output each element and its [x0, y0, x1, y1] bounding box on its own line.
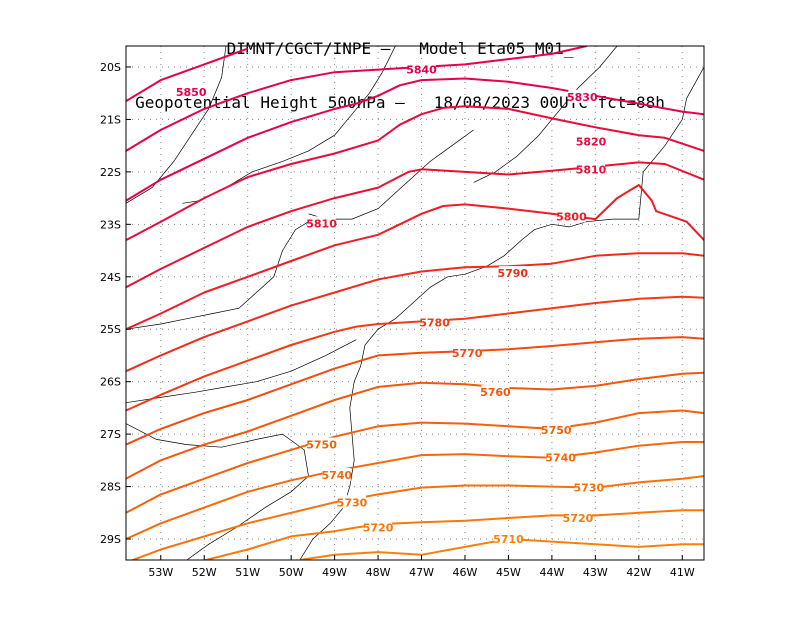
contour-label-5730: 5730 — [337, 496, 368, 509]
lat-tick-label: 22S — [100, 166, 121, 179]
contour-label-bg — [494, 532, 523, 546]
coastline — [473, 46, 618, 183]
contour-5840 — [126, 46, 587, 152]
lat-tick-label: 27S — [100, 428, 121, 441]
contour-label-5790: 5790 — [497, 267, 528, 280]
contour-5730 — [130, 475, 704, 560]
contour-label-bg — [542, 422, 571, 436]
lat-tick-label: 24S — [100, 271, 121, 284]
contour-label-bg — [498, 266, 527, 280]
contour-label-5750: 5750 — [306, 439, 337, 452]
contour-label-5750: 5750 — [541, 424, 572, 437]
lat-lon-grid — [126, 46, 704, 560]
contour-label-5770: 5770 — [452, 347, 483, 360]
contour-labels: 5850 5840 5830 5820 5810 5810 5800 5790 5780 5770… — [176, 62, 607, 546]
contour-5810 — [126, 161, 704, 289]
contour-label-5780: 5780 — [419, 316, 450, 329]
lat-tick-label: 23S — [100, 218, 121, 231]
longitude-axis: 53W 52W 51W 50W 49W 48W 47W 46W 45W 44W 43W 42W 41W — [148, 555, 695, 579]
contour-label-5820: 5820 — [576, 135, 607, 148]
coastline — [126, 423, 309, 560]
lat-tick-label: 20S — [100, 61, 121, 74]
latitude-axis: 20S 21S 22S 23S 24S 25S 26S 27S 28S 29S — [100, 61, 131, 546]
lon-tick-label: 47W — [409, 566, 434, 579]
contour-label-bg — [481, 385, 510, 399]
lat-tick-label: 29S — [100, 533, 121, 546]
lat-tick-label: 25S — [100, 323, 121, 336]
contour-label-5840: 5840 — [406, 64, 437, 77]
lon-tick-label: 53W — [148, 566, 173, 579]
lon-tick-label: 50W — [279, 566, 304, 579]
contour-label-5810: 5810 — [576, 163, 607, 176]
lon-tick-label: 43W — [583, 566, 608, 579]
contour-label-bg — [364, 520, 393, 534]
contour-5820 — [126, 105, 704, 241]
contour-lines — [126, 46, 704, 560]
lon-tick-label: 46W — [453, 566, 478, 579]
lon-tick-label: 49W — [322, 566, 347, 579]
contour-label-5730: 5730 — [574, 482, 605, 495]
coastline — [299, 66, 704, 560]
contour-label-bg — [307, 216, 336, 230]
contour-5720 — [201, 509, 704, 560]
contour-label-bg — [577, 134, 606, 148]
lon-tick-label: 48W — [366, 566, 391, 579]
contour-label-5830: 5830 — [567, 91, 598, 104]
contour-label-bg — [574, 480, 603, 494]
lon-tick-label: 44W — [539, 566, 564, 579]
lon-tick-label: 45W — [496, 566, 521, 579]
contour-label-bg — [177, 85, 206, 99]
contour-label-5850: 5850 — [176, 86, 207, 99]
contour-label-bg — [546, 450, 575, 464]
contour-label-5720: 5720 — [363, 521, 394, 534]
contour-label-bg — [577, 162, 606, 176]
contour-label-5810: 5810 — [306, 217, 337, 230]
contour-5800 — [126, 184, 704, 331]
lat-tick-label: 28S — [100, 481, 121, 494]
contour-5770 — [126, 336, 704, 446]
lon-tick-label: 51W — [235, 566, 260, 579]
contour-label-bg — [307, 437, 336, 451]
contour-label-5720: 5720 — [563, 512, 594, 525]
contour-5760 — [126, 371, 704, 480]
lon-tick-label: 41W — [670, 566, 695, 579]
coastline — [126, 339, 357, 404]
lon-tick-label: 52W — [192, 566, 217, 579]
contour-label-5710: 5710 — [493, 533, 524, 546]
contour-label-5740: 5740 — [321, 469, 352, 482]
contour-label-bg — [407, 62, 436, 76]
contour-5830 — [126, 77, 704, 202]
contour-label-5740: 5740 — [545, 452, 576, 465]
contour-label-bg — [322, 468, 351, 482]
contour-5850 — [126, 47, 249, 102]
contour-label-bg — [337, 495, 366, 509]
contour-label-bg — [568, 89, 597, 103]
contour-5780 — [126, 295, 704, 412]
contour-label-bg — [557, 209, 586, 223]
title-line-1: DIMNT/CGCT/INPE – Model Eta05_M01_ — [226, 39, 574, 58]
coastline — [126, 46, 227, 204]
contour-5790 — [126, 252, 704, 373]
lat-tick-label: 26S — [100, 376, 121, 389]
contour-label-5760: 5760 — [480, 386, 511, 399]
contour-5750 — [126, 409, 704, 514]
contour-label-bg — [563, 511, 592, 525]
lon-tick-label: 42W — [626, 566, 651, 579]
coastline — [126, 218, 314, 330]
contour-label-bg — [453, 345, 482, 359]
contour-label-5800: 5800 — [556, 210, 587, 223]
contour-label-bg — [420, 315, 449, 329]
lat-tick-label: 21S — [100, 113, 121, 126]
contour-5740 — [126, 441, 704, 540]
map-frame — [125, 45, 705, 561]
coastlines-and-borders — [126, 46, 704, 560]
